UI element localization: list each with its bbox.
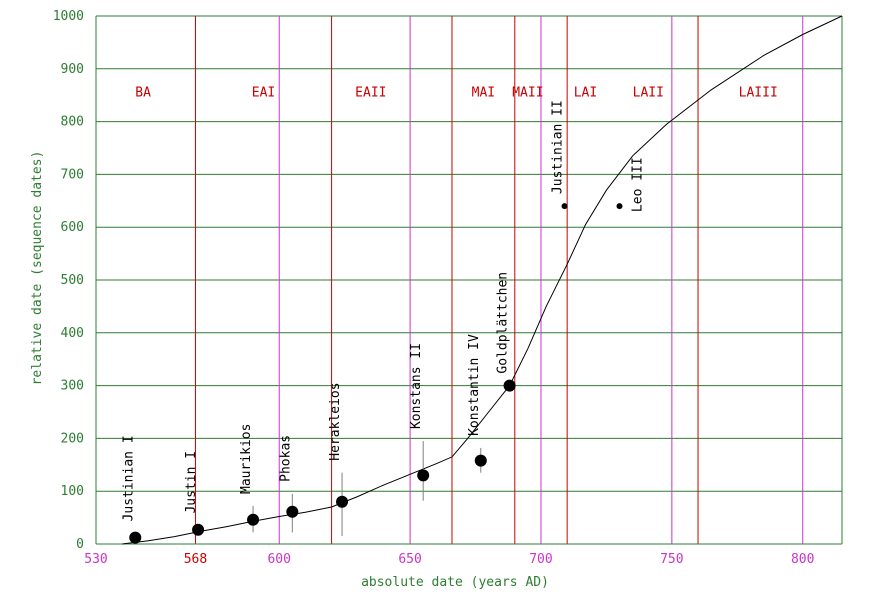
- horizontal-gridlines: [96, 15, 842, 545]
- y-tick-400: 400: [61, 326, 84, 341]
- point-leo-iii: [616, 203, 623, 210]
- point-herakleios: [336, 495, 349, 508]
- phase-label-maii: MAII: [512, 86, 543, 101]
- x-tick-700: 700: [529, 552, 552, 567]
- y-tick-700: 700: [61, 167, 84, 182]
- phase-label-mai: MAI: [472, 86, 495, 101]
- point-konstantin-iv: [474, 454, 487, 467]
- ruler-label-goldpl-ttchen: Goldplättchen: [496, 272, 511, 374]
- y-tick-labels: 0 100 200 300 400 500 600 700 800 900 1000: [53, 9, 84, 552]
- point-goldpl-ttchen: [503, 379, 516, 392]
- y-tick-100: 100: [61, 484, 84, 499]
- point-phokas: [286, 505, 299, 518]
- y-tick-800: 800: [61, 115, 84, 130]
- x-axis-label: absolute date (years AD): [361, 575, 549, 590]
- ruler-label-phokas: Phokas: [278, 435, 293, 482]
- calibration-curve: [122, 15, 843, 545]
- y-tick-200: 200: [61, 431, 84, 446]
- phase-label-laiii: LAIII: [739, 86, 778, 101]
- ruler-label-justin-i: Justin I: [184, 451, 199, 514]
- y-axis-label: relative date (sequence dates): [30, 151, 45, 386]
- phase-label-eaii: EAII: [355, 86, 386, 101]
- y-tick-500: 500: [61, 273, 84, 288]
- x-tick-530: 530: [84, 552, 107, 567]
- phase-label-laii: LAII: [633, 86, 664, 101]
- ruler-label-leo-iii: Leo III: [631, 157, 646, 212]
- axes: [95, 16, 843, 545]
- y-tick-1000: 1000: [53, 9, 84, 24]
- ruler-labels: Justinian I Justin I Maurikios Phokas Herakl…: [121, 100, 645, 521]
- ruler-label-herakleios: Herakleios: [328, 382, 343, 460]
- x-tick-650: 650: [398, 552, 421, 567]
- phase-label-ba: BA: [135, 86, 151, 101]
- x-tick-750: 750: [660, 552, 683, 567]
- phase-label-eai: EAI: [252, 86, 275, 101]
- y-tick-0: 0: [76, 537, 84, 552]
- point-justinian-ii: [561, 203, 568, 210]
- y-tick-300: 300: [61, 379, 84, 394]
- phase-boundary-lines: [194, 16, 804, 544]
- y-tick-900: 900: [61, 62, 84, 77]
- point-maurikios: [247, 513, 260, 526]
- x-tick-labels: 530 568 600 650 700 750 800: [84, 552, 814, 567]
- y-tick-600: 600: [61, 220, 84, 235]
- point-justinian-i: [129, 531, 142, 544]
- x-tick-800: 800: [791, 552, 814, 567]
- ruler-label-justinian-i: Justinian I: [121, 435, 136, 521]
- point-konstans-ii: [417, 469, 430, 482]
- data-points: [129, 203, 623, 544]
- phase-labels: BA EAI EAII MAI MAII LAI LAII LAIII: [135, 86, 778, 101]
- phase-label-lai: LAI: [574, 86, 597, 101]
- curve-line: [122, 15, 843, 545]
- ruler-label-konstantin-iv: Konstantin IV: [467, 334, 482, 436]
- x-tick-600: 600: [267, 552, 290, 567]
- ruler-label-konstans-ii: Konstans II: [409, 343, 424, 429]
- point-justin-i: [192, 523, 205, 536]
- ruler-label-maurikios: Maurikios: [239, 424, 254, 494]
- x-tick-568: 568: [184, 552, 207, 567]
- ruler-label-justinian-ii: Justinian II: [551, 100, 566, 194]
